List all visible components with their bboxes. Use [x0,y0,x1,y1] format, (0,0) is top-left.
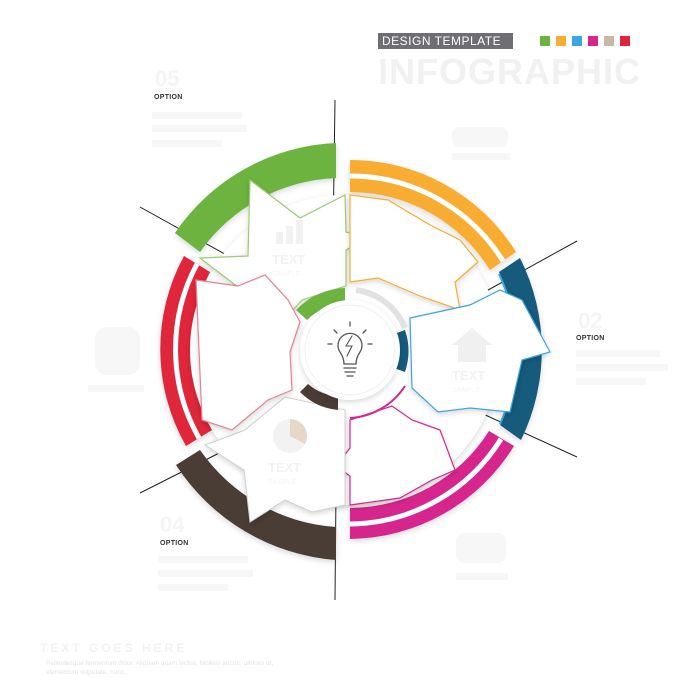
color-swatches [540,36,630,46]
option-1-text-line [452,153,510,160]
band-orange [350,159,516,270]
option-4-label: OPTION [160,540,189,547]
bar-chart-icon [276,220,303,244]
segment-1-arrow [349,194,479,311]
segment-6-arrow [195,274,301,431]
left-placeholder-line [88,385,144,392]
inner-arc-green [296,288,345,320]
option-4-number: 04 [160,512,185,537]
swatch-blue [572,36,582,46]
segment-4-arrow [203,396,346,523]
option-5-text-line [152,125,247,132]
pie-chart-icon [273,419,307,453]
option-5-label: OPTION [154,94,183,101]
center-hub-ring [304,304,396,396]
option-4-text-line [158,584,228,591]
swatch-magenta [588,36,598,46]
house-icon [452,328,492,362]
option-5-text-line [152,112,242,119]
band-red-inner-stripe [173,262,202,440]
bottom-right-placeholder-line [456,573,508,580]
segment-2-subtitle: SAMPLE [452,387,481,394]
band-magenta [350,431,514,539]
segment-5-subtitle: SAMPLE [272,271,301,278]
band-red [160,256,212,446]
option-2-label: OPTION [576,335,605,342]
infographic-title: INFOGRAPHIC [378,51,641,92]
header: DESIGN TEMPLATE INFOGRAPHIC [378,33,678,93]
inner-arc-magenta [349,385,406,419]
segment-4-subtitle: SAMPLE [268,479,297,486]
swatch-red [620,36,630,46]
swatch-green [540,36,550,46]
option-2-text-line [576,378,646,385]
band-orange-inner-stripe [349,173,506,263]
segment-4-title: TEXT [268,460,301,475]
left-placeholder-shape [95,327,140,375]
segment-2-title: TEXT [452,368,485,383]
option-4-text-line [158,570,253,577]
option-5-number: 05 [155,66,180,91]
option-2-text-line [576,364,668,371]
swatch-beige [604,36,614,46]
option-5-text-line [152,140,222,147]
lightbulb-icon [327,321,373,377]
inner-arc-grey [355,287,408,330]
inner-arc-brown [300,384,338,410]
design-template-label: DESIGN TEMPLATE [378,33,514,49]
footer-title: TEXT GOES HERE [40,641,188,655]
bottom-right-placeholder-shape [456,533,506,563]
segment-5-title: TEXT [272,252,305,267]
option-2-text-line [576,350,660,357]
option-2-number: 02 [578,308,603,333]
option-1-arrow-shape [452,127,508,147]
swatch-orange [556,36,566,46]
band-magenta-inner-stripe [349,437,504,527]
option-4-text-line [158,556,248,563]
footer-body: Pellentesque fermentum dolor. Aliquam qu… [46,660,274,676]
